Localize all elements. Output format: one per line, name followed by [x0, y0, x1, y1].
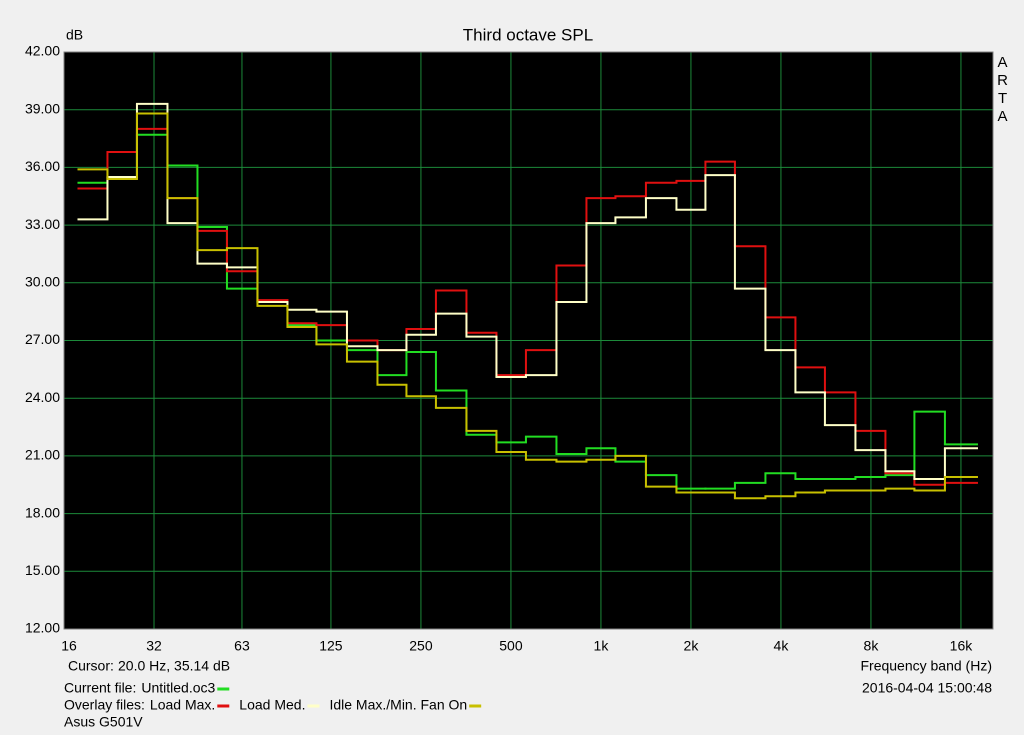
y-tick-label: 39.00: [25, 100, 60, 116]
y-tick-label: 27.00: [25, 331, 60, 347]
y-tick-label: 15.00: [25, 562, 60, 578]
y-tick-label: 18.00: [25, 504, 60, 520]
y-tick-label: 21.00: [25, 447, 60, 463]
x-tick-label: 16k: [950, 638, 974, 654]
x-tick-label: 8k: [864, 638, 880, 654]
y-tick-label: 12.00: [25, 620, 60, 636]
watermark: ARTA: [994, 54, 1011, 126]
legend-label: Load Med.: [239, 697, 305, 713]
y-tick-label: 42.00: [25, 43, 60, 59]
x-tick-label: 125: [319, 638, 343, 654]
x-tick-label: 63: [234, 638, 250, 654]
x-tick-label: 2k: [684, 638, 700, 654]
device-name: Asus G501V: [64, 714, 143, 730]
x-tick-label: 16: [61, 638, 77, 654]
y-tick-label: 36.00: [25, 158, 60, 174]
y-axis-label: dB: [66, 27, 83, 43]
x-tick-label: 1k: [594, 638, 610, 654]
cursor-label: Cursor:: [68, 658, 114, 674]
x-tick-label: 4k: [774, 638, 790, 654]
plot-frame: [63, 51, 994, 630]
timestamp: 2016-04-04 15:00:48: [862, 680, 992, 696]
chart-title: Third octave SPL: [463, 25, 593, 44]
legend-label: Load Max.: [150, 697, 215, 713]
legend-label: Idle Max./Min. Fan On: [329, 697, 467, 713]
current-file-label: Current file:: [64, 680, 136, 696]
x-axis-label: Frequency band (Hz): [860, 658, 992, 674]
y-tick-label: 33.00: [25, 216, 60, 232]
x-tick-label: 250: [409, 638, 433, 654]
cursor-readout: 20.0 Hz, 35.14 dB: [118, 658, 230, 674]
y-tick-label: 30.00: [25, 274, 60, 290]
overlay-files-label: Overlay files:: [64, 697, 145, 713]
x-tick-label: 500: [499, 638, 523, 654]
y-tick-label: 24.00: [25, 389, 60, 405]
legend-label: Untitled.oc3: [141, 680, 215, 696]
x-tick-label: 32: [146, 638, 162, 654]
